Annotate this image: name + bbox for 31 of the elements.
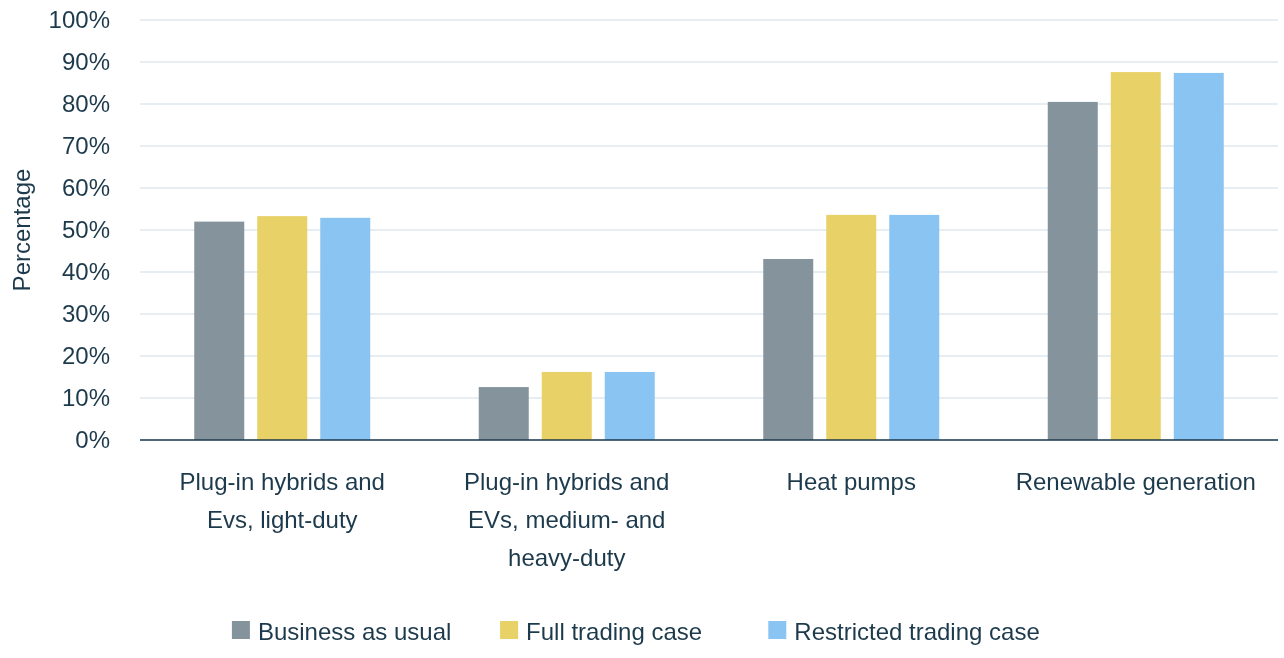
bar	[478, 387, 529, 440]
legend-label: Restricted trading case	[794, 618, 1040, 645]
bar	[257, 216, 308, 440]
y-tick-label: 30%	[61, 300, 110, 328]
legend-label: Full trading case	[526, 618, 703, 645]
bar	[889, 214, 940, 440]
bar	[826, 214, 877, 440]
bar	[541, 371, 592, 440]
y-tick-label: 90%	[61, 48, 110, 76]
y-tick-label: 100%	[48, 6, 110, 34]
x-tick-label: Heat pumps	[786, 468, 916, 495]
y-axis-title: Percentage	[8, 168, 35, 292]
x-tick-label: Plug-in hybrids and Evs, light-duty	[179, 468, 385, 533]
x-tick-label: Renewable generation	[1015, 468, 1256, 495]
y-tick-label: 80%	[61, 90, 110, 118]
bar	[1047, 101, 1098, 440]
bar	[194, 221, 245, 440]
y-tick-label: 20%	[61, 342, 110, 370]
bar	[1173, 72, 1224, 440]
y-tick-label: 0%	[75, 426, 110, 454]
y-tick-label: 60%	[61, 174, 110, 202]
bar	[1110, 72, 1161, 440]
y-tick-label: 70%	[61, 132, 110, 160]
bar	[604, 371, 655, 440]
y-tick-label: 40%	[61, 258, 110, 286]
y-tick-label: 50%	[61, 216, 110, 244]
bar	[320, 217, 371, 440]
legend-label: Business as usual	[257, 618, 452, 645]
bar	[763, 258, 814, 440]
y-tick-label: 10%	[61, 384, 110, 412]
x-tick-label: Plug-in hybrids and EVs, medium- and heavy-duty	[464, 468, 670, 571]
